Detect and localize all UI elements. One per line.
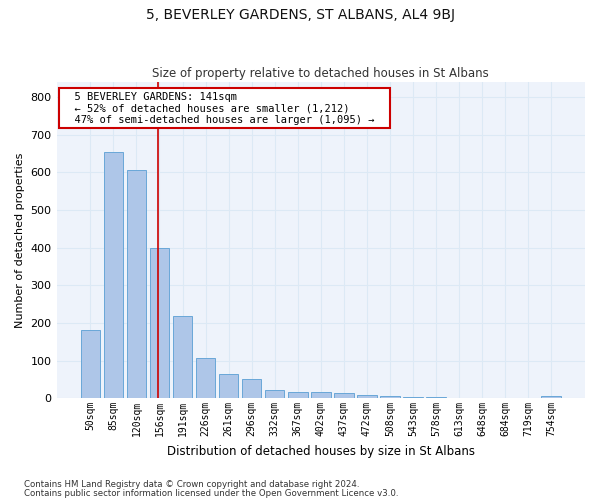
Bar: [173, 316, 193, 398]
Bar: [334, 393, 353, 398]
Bar: [541, 396, 561, 398]
Bar: [149, 248, 169, 398]
Bar: [196, 358, 215, 398]
Bar: [403, 396, 423, 398]
Title: Size of property relative to detached houses in St Albans: Size of property relative to detached ho…: [152, 66, 489, 80]
Bar: [80, 330, 100, 398]
Bar: [219, 374, 238, 398]
Text: 5 BEVERLEY GARDENS: 141sqm  
  ← 52% of detached houses are smaller (1,212)  
  : 5 BEVERLEY GARDENS: 141sqm ← 52% of deta…: [62, 92, 387, 124]
Bar: [426, 396, 446, 398]
Text: Contains HM Land Registry data © Crown copyright and database right 2024.: Contains HM Land Registry data © Crown c…: [24, 480, 359, 489]
Bar: [265, 390, 284, 398]
Bar: [357, 395, 377, 398]
Bar: [380, 396, 400, 398]
X-axis label: Distribution of detached houses by size in St Albans: Distribution of detached houses by size …: [167, 444, 475, 458]
Text: 5, BEVERLEY GARDENS, ST ALBANS, AL4 9BJ: 5, BEVERLEY GARDENS, ST ALBANS, AL4 9BJ: [146, 8, 455, 22]
Bar: [127, 170, 146, 398]
Bar: [242, 380, 262, 398]
Y-axis label: Number of detached properties: Number of detached properties: [15, 152, 25, 328]
Bar: [288, 392, 308, 398]
Bar: [104, 152, 123, 398]
Text: Contains public sector information licensed under the Open Government Licence v3: Contains public sector information licen…: [24, 489, 398, 498]
Bar: [311, 392, 331, 398]
